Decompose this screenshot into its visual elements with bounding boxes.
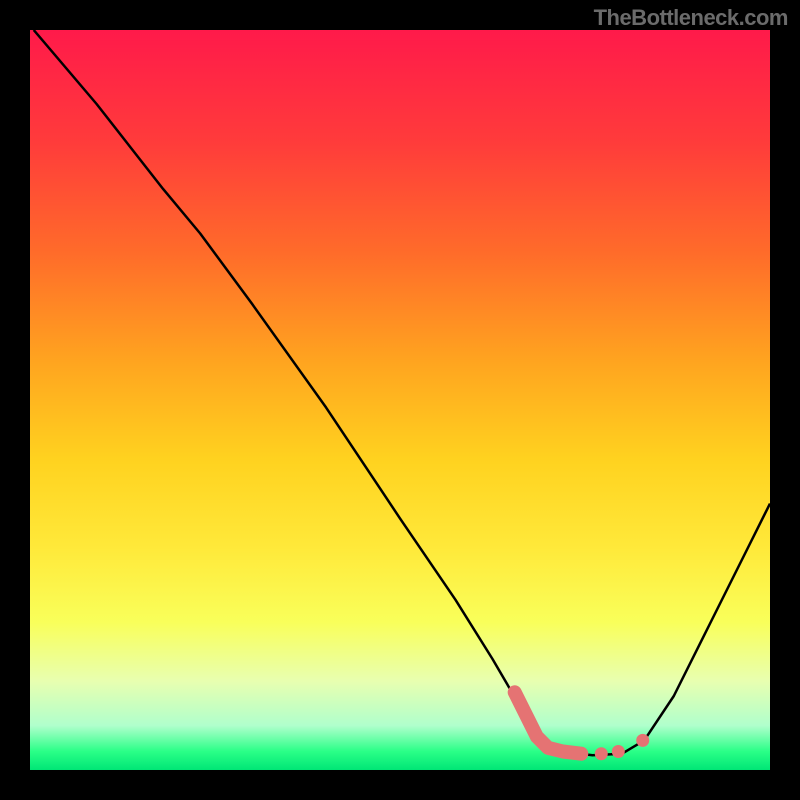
highlight-band xyxy=(515,692,582,753)
chart-area xyxy=(30,30,770,770)
highlight-dot xyxy=(636,734,649,747)
chart-curve-layer xyxy=(30,30,770,770)
bottleneck-curve xyxy=(34,30,770,755)
highlight-dots-group xyxy=(595,734,649,760)
watermark-text: TheBottleneck.com xyxy=(594,5,788,31)
highlight-dot xyxy=(595,747,608,760)
highlight-dot xyxy=(612,745,625,758)
